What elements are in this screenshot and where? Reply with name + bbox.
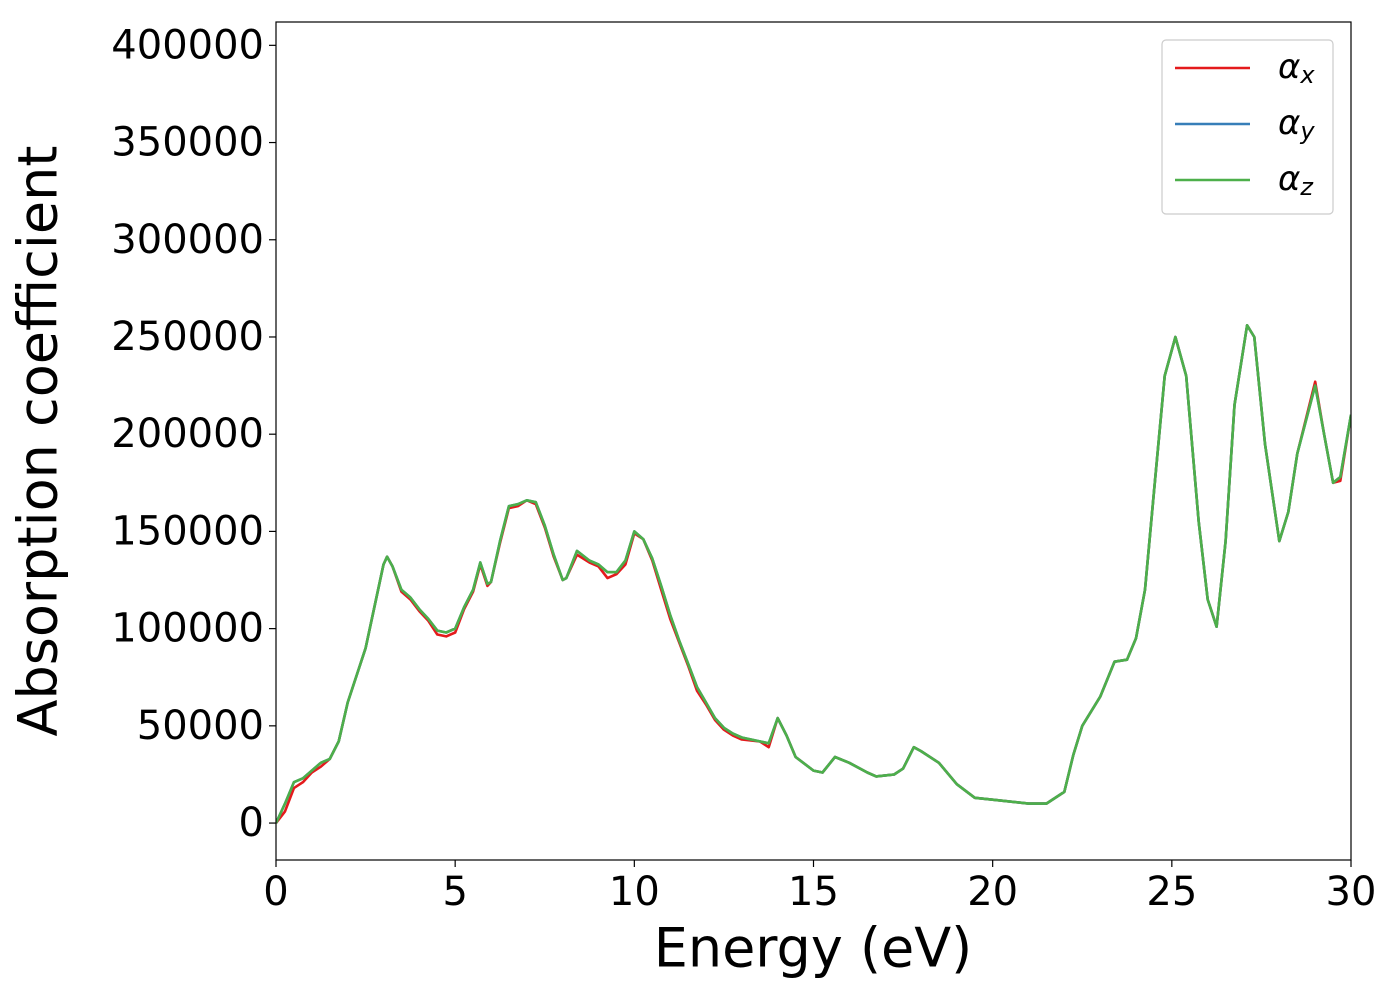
y-tick-label: 300000 [111, 217, 264, 263]
x-tick-label: 0 [263, 869, 288, 915]
series-line [276, 324, 1351, 824]
legend-box [1161, 39, 1334, 215]
y-tick-label: 400000 [111, 22, 264, 68]
y-tick-label: 250000 [111, 314, 264, 360]
y-tick-label: 150000 [111, 508, 264, 554]
x-tick-label: 10 [609, 869, 660, 915]
y-tick-label: 100000 [111, 606, 264, 652]
plot-frame [275, 21, 1352, 861]
legend-label: αz [1278, 159, 1314, 202]
legend-label: αx [1278, 47, 1315, 90]
legend-label: αy [1278, 103, 1315, 146]
x-tick-label: 15 [788, 869, 839, 915]
y-tick-label: 50000 [137, 703, 264, 749]
y-tick-label: 200000 [111, 411, 264, 457]
x-tick-label: 30 [1326, 869, 1377, 915]
y-axis-label: Absorption coefficient [7, 146, 70, 737]
y-tick-label: 350000 [111, 120, 264, 166]
x-tick-label: 25 [1146, 869, 1197, 915]
x-axis-label: Energy (eV) [654, 917, 973, 980]
x-tick-label: 5 [442, 869, 467, 915]
x-tick-label: 20 [967, 869, 1018, 915]
y-tick-label: 0 [239, 800, 264, 846]
